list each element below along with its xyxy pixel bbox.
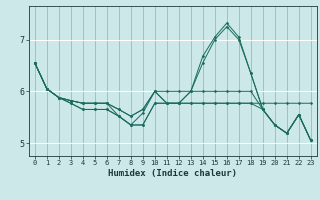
X-axis label: Humidex (Indice chaleur): Humidex (Indice chaleur) bbox=[108, 169, 237, 178]
